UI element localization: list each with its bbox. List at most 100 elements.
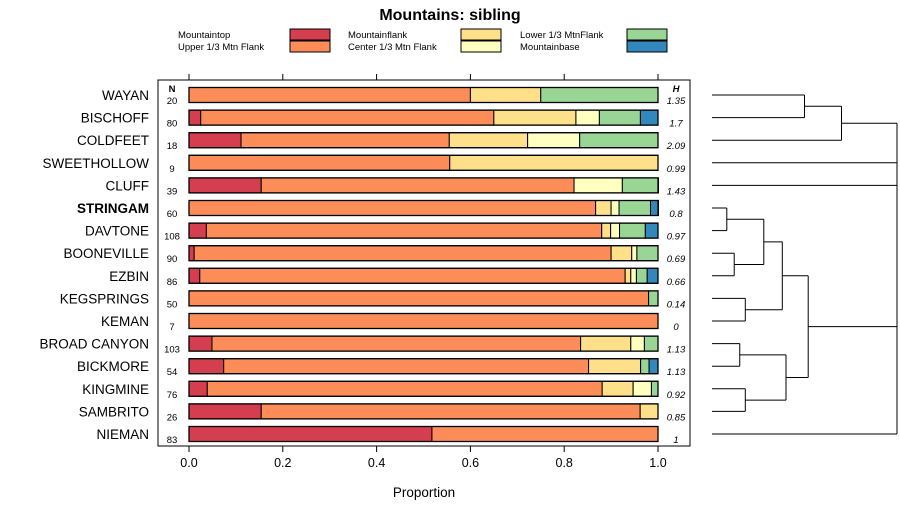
x-axis: 0.0 0.2 0.4 0.6 0.8 1.0 [180,74,667,470]
bar-outline [188,403,659,420]
chart-title: Mountains: sibling [379,7,520,24]
legend-label: Mountainbase [520,42,580,53]
x-tick-label: 0.0 [180,456,197,470]
bar-segment [493,109,577,126]
legend-label: Center 1/3 Mtn Flank [348,42,437,53]
row-label: BISCHOFF [81,111,149,126]
legend-swatch [460,40,502,53]
bar-segment [193,245,612,262]
h-value: 0.97 [667,232,686,243]
bar-outline [188,245,659,262]
bar-segment [188,267,201,284]
h-value: 0.99 [667,164,686,175]
bar-outline [188,312,659,330]
bars [188,86,659,443]
bar-segment [595,200,612,216]
x-axis-title: Proportion [393,485,455,500]
n-values: 20 80 18 9 39 60 108 90 86 50 7 103 54 76 26 83 [164,96,180,446]
bar-segment [636,245,659,262]
n-column-header: N [169,84,176,95]
bar-segment [188,245,195,262]
bar-segment [610,200,620,216]
n-value: 39 [167,186,178,197]
n-value: 80 [167,119,178,130]
x-tick-label: 0.4 [368,456,385,470]
row-label: COLDFEET [77,133,149,148]
legend-label: Upper 1/3 Mtn Flank [178,42,264,53]
x-tick-label: 0.6 [462,456,479,470]
bar-segment [639,403,659,420]
n-value: 9 [169,164,174,175]
legend-label: Mountainflank [348,30,407,41]
bar-segment [573,177,623,194]
bar-segment [188,222,207,239]
bar-segment [540,87,659,103]
bar-outline [188,290,659,307]
h-value: 0 [673,322,679,333]
h-value: 0.69 [667,254,686,265]
bar-outline [188,109,659,126]
bar-segment [206,380,603,397]
bar-segment [188,313,659,329]
bar-segment [646,267,659,284]
legend-label: Mountaintop [178,30,230,41]
h-value: 1.13 [667,367,686,378]
bar-segment [649,200,659,216]
bar-segment [648,290,659,307]
bar-segment [188,426,433,442]
bar-segment [431,426,659,442]
bar-segment [188,290,650,307]
legend-swatch [460,28,502,41]
bar-segment [188,335,213,352]
bar-outline [188,154,659,171]
n-value: 7 [169,322,174,333]
bar-outline [188,86,659,104]
dendrogram [712,94,898,435]
h-column-header: H [673,84,681,95]
bar-segment [200,109,495,126]
bar-segment [648,358,659,375]
bar-segment [643,335,659,352]
bar-segment [580,335,632,352]
bar-outline [188,267,659,284]
bar-segment [260,177,575,194]
n-value: 60 [167,209,178,220]
bar-segment [610,222,621,239]
h-value: 1.35 [667,96,686,107]
bar-segment [630,335,645,352]
x-tick-label: 0.2 [274,456,291,470]
bar-segment [575,109,600,126]
row-label: STRINGAM [77,201,149,216]
h-value: 0.92 [667,390,686,401]
n-value: 54 [167,367,178,378]
bar-segment [260,403,641,420]
h-value: 1.43 [667,186,686,197]
bar-outline [188,380,659,397]
legend-swatch [626,28,668,41]
bar-segment [618,200,651,216]
n-value: 20 [167,96,178,107]
bar-segment [527,132,581,149]
bar-segment [188,358,225,375]
h-value: 0.66 [667,277,686,288]
bar-outline [188,222,659,239]
bar-outline [188,177,659,194]
bar-segment [223,358,590,375]
bar-segment [624,267,632,284]
bar-segment [639,109,659,126]
bar-segment [469,87,542,103]
legend-label: Lower 1/3 MtnFlank [520,30,604,41]
bar-segment [598,109,641,126]
x-tick-label: 0.8 [556,456,573,470]
bar-segment [240,132,450,149]
bar-segment [601,222,612,239]
legend-swatch [626,40,668,53]
n-value: 103 [164,345,180,356]
bar-segment [188,177,262,194]
bar-outline [188,425,659,443]
bar-segment [205,222,603,239]
h-value: 0.14 [667,299,686,310]
h-value: 0.8 [669,209,683,220]
